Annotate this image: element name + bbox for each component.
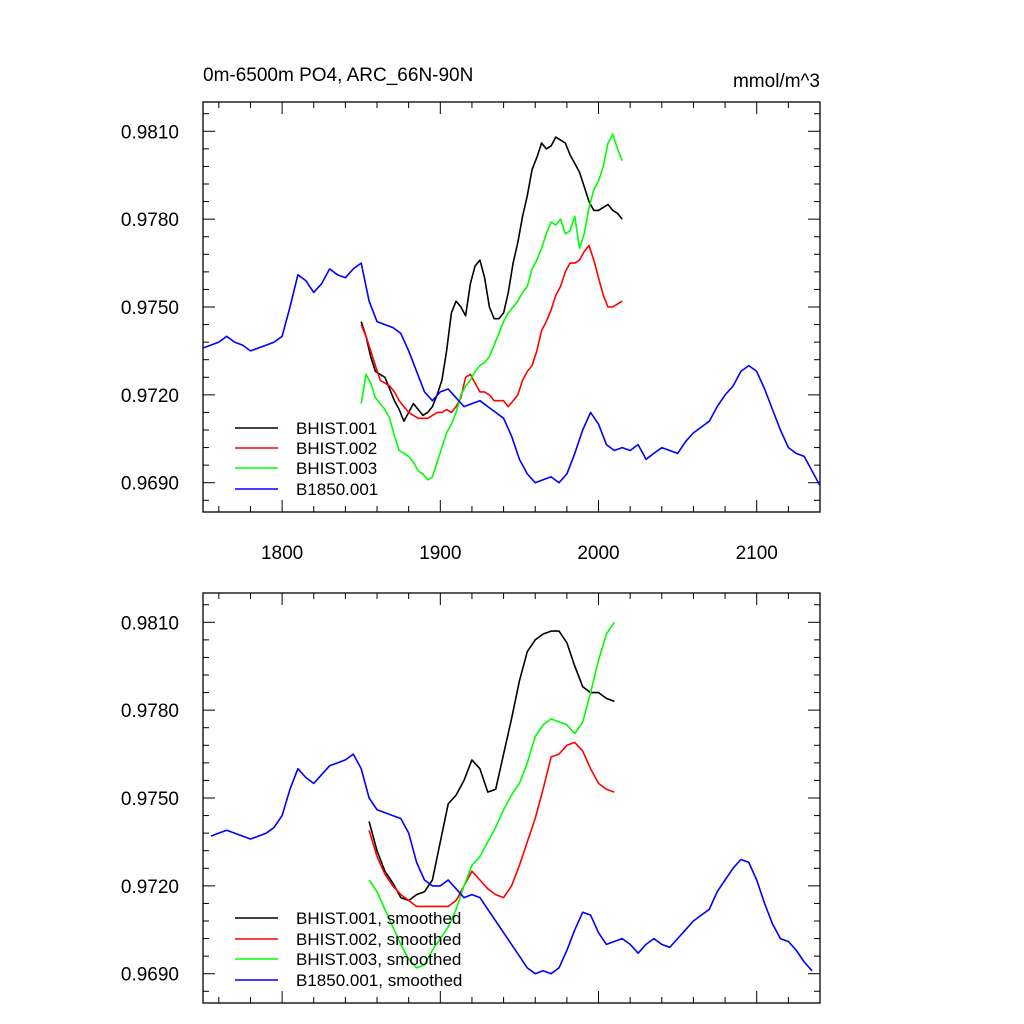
chart-title: 0m-6500m PO4, ARC_66N-90N [203,65,473,86]
y-tick-label: 0.9690 [121,474,179,495]
legend-label: BHIST.001 [296,419,377,438]
y-tick-label: 0.9810 [121,122,179,143]
y-tick-label: 0.9810 [121,613,179,634]
series-line-bhist-002-smoothed [368,741,615,908]
series-line-bhist-003 [360,133,623,481]
legend-label: B1850.001, smoothed [296,971,462,990]
series-line-bhist-001 [360,136,623,423]
legend-label: BHIST.002 [296,439,377,458]
y-tick-label: 0.9750 [121,789,179,810]
series-line-b1850-001-smoothed [210,753,813,975]
legend-label: BHIST.003 [296,459,377,478]
x-tick-label: 2000 [577,543,619,564]
chart-panel-2: 0.9690 0.9720 0.9750 0.9780 0.9810 BHIST.001,… [121,592,821,1004]
units-label: mmol/m^3 [733,71,820,92]
y-tick-label: 0.9690 [121,965,179,986]
y-tick-label: 0.9780 [121,701,179,722]
chart-panel-1: 0.9690 0.9720 0.9750 0.9780 0.9810 1800 1900 20… [121,101,821,564]
legend-label: BHIST.002, smoothed [296,930,461,949]
series-line-b1850-001 [202,262,821,486]
legend-label: B1850.001 [296,480,378,499]
y-tick-label: 0.9780 [121,210,179,231]
series-line-bhist-002 [360,244,623,420]
y-tick-label: 0.9750 [121,298,179,319]
series-line-bhist-001-smoothed [368,630,615,902]
legend-label: BHIST.001, smoothed [296,909,461,928]
series-line-bhist-003-smoothed [368,621,615,969]
x-tick-label: 1800 [261,543,303,564]
x-tick-label: 1900 [419,543,461,564]
x-tick-label: 2100 [736,543,778,564]
y-tick-label: 0.9720 [121,386,179,407]
y-tick-label: 0.9720 [121,877,179,898]
legend-label: BHIST.003, smoothed [296,950,461,969]
